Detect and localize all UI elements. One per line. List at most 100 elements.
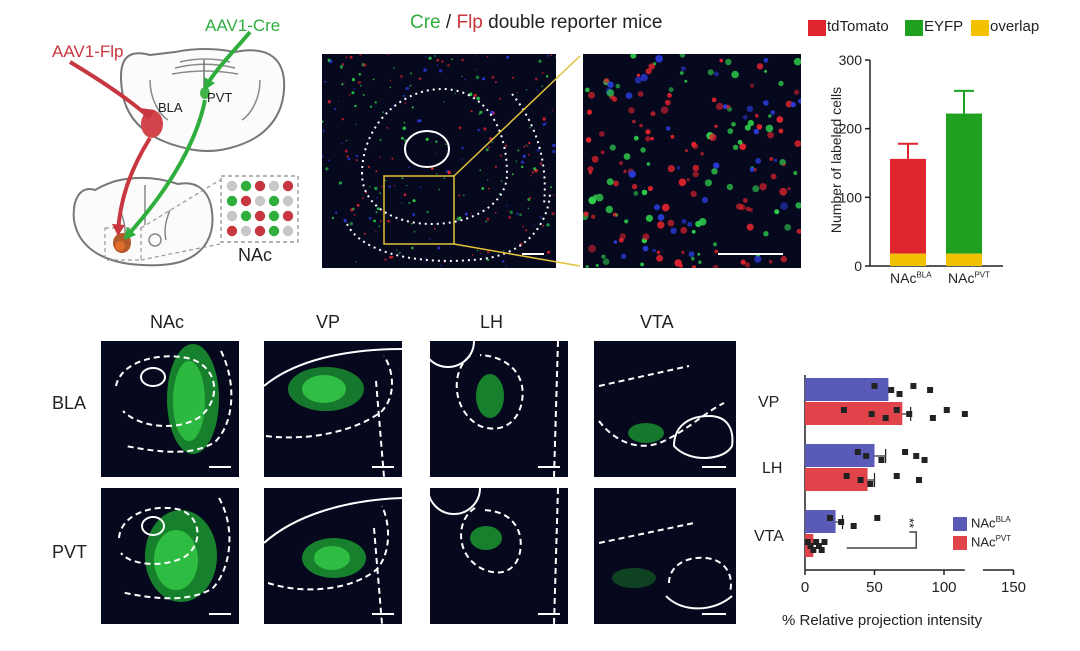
fluorescence-speck — [413, 230, 416, 233]
fluorescence-speck — [790, 101, 796, 108]
fluorescence-speck — [552, 150, 556, 154]
fluorescence-speck — [679, 71, 684, 75]
fluorescence-speck — [362, 197, 364, 200]
fluorescence-speck — [654, 204, 660, 211]
data-point — [874, 515, 881, 521]
fluorescence-speck — [349, 55, 353, 59]
projection-intensity-plot: 0 50 100 150 — [801, 375, 1026, 596]
fluorescence-speck — [737, 139, 743, 145]
fluorescence-speck — [742, 115, 748, 120]
fluorescence-speck — [506, 204, 508, 207]
bar-vta-bla — [805, 510, 836, 533]
fluorescence-speck — [430, 167, 434, 170]
data-point — [838, 519, 845, 525]
micrograph-bla-lh — [430, 341, 568, 477]
data-point — [840, 407, 847, 413]
fluorescence-speck — [533, 167, 537, 171]
fluorescence-speck — [613, 240, 618, 244]
fluorescence-speck — [411, 246, 414, 250]
fluorescence-speck — [331, 216, 335, 220]
fluorescence-speck — [327, 100, 331, 104]
fluorescence-speck — [425, 137, 429, 141]
fluorescence-speck — [536, 148, 540, 152]
fluorescence-speck — [642, 233, 650, 241]
fluorescence-speck — [369, 105, 373, 108]
fluorescence-speck — [523, 145, 526, 148]
fluorescence-speck — [674, 259, 682, 267]
fluorescence-speck — [793, 57, 801, 66]
fluorescence-speck — [642, 245, 649, 252]
fluorescence-speck — [639, 123, 643, 128]
fluorescence-speck — [542, 123, 546, 126]
fluorescence-speck — [531, 171, 535, 174]
fluorescence-speck — [553, 194, 555, 196]
fluorescence-speck — [353, 88, 356, 90]
cell-dot — [268, 195, 280, 207]
fluorescence-speck — [646, 162, 651, 166]
fluorescence-speck — [546, 54, 550, 57]
fluorescence-speck — [351, 78, 355, 82]
fluorescence-speck — [588, 170, 593, 175]
data-point — [910, 383, 917, 389]
fluorescence-speck — [365, 191, 368, 194]
fluorescence-speck — [485, 148, 489, 152]
fluorescence-speck — [756, 63, 764, 70]
fluorescence-speck — [525, 144, 527, 146]
fluorescence-speck — [746, 105, 754, 112]
fluorescence-speck — [681, 218, 687, 224]
zoom-lines — [453, 55, 581, 267]
fluorescence-speck — [486, 56, 489, 58]
fluorescence-speck — [630, 54, 637, 59]
fluorescence-speck — [426, 211, 429, 214]
fluorescence-speck — [667, 219, 675, 227]
data-point — [902, 449, 909, 455]
fluorescence-speck — [477, 128, 480, 132]
fluorescence-speck — [585, 137, 592, 143]
fluorescence-speck — [588, 244, 596, 253]
x-tick-label: 50 — [866, 579, 883, 596]
fluorescence-speck — [327, 159, 330, 162]
fluorescence-speck — [419, 186, 422, 189]
cell-dot — [254, 195, 266, 207]
bar-vp-bla — [805, 378, 889, 401]
projection-schematic: AAV1-Flp AAV1-Cre BLA PVT NAc — [0, 0, 310, 290]
fluorescence-speck — [436, 59, 440, 62]
fluorescence-speck — [376, 207, 380, 211]
fluorescence-speck — [481, 187, 485, 190]
fluorescence-speck — [488, 146, 490, 149]
fluorescence-speck — [704, 179, 712, 187]
fluorescence-speck — [668, 87, 674, 93]
fluorescence-speck — [667, 165, 675, 173]
fluorescence-speck — [410, 223, 413, 225]
fluorescence-speck — [725, 58, 732, 66]
aav1-cre-label: AAV1-Cre — [205, 16, 281, 35]
fluorescence-speck — [657, 221, 665, 229]
fluorescence-speck — [344, 149, 348, 153]
fluorescence-speck — [744, 262, 751, 268]
cell-dot — [282, 195, 294, 207]
legend-label-overlap: overlap — [990, 18, 1040, 35]
fluorescence-speck — [342, 63, 345, 66]
bar-overlap — [946, 253, 982, 266]
fluorescence-speck — [756, 124, 763, 130]
fluorescence-speck — [529, 126, 531, 129]
fluorescence-speck — [587, 166, 594, 173]
fluorescence-speck — [379, 192, 382, 195]
fluorescence-speck — [615, 83, 621, 89]
x-tick-label: 150 — [1001, 579, 1026, 596]
fluorescence-speck — [754, 255, 762, 263]
micrograph-bla-vp — [264, 341, 402, 477]
fluorescence-speck — [372, 78, 375, 81]
fluorescence-speck — [444, 143, 447, 145]
fluorescence-speck — [695, 220, 702, 228]
fluorescence-speck — [770, 173, 777, 180]
fluorescence-speck — [363, 232, 366, 235]
fluorescence-speck — [450, 58, 453, 61]
labeled-cells-chart: tdTomato EYFP overlap 0 100 200 300 Number of… — [808, 0, 1080, 300]
reporter-mice-title: Cre / Flp double reporter mice — [410, 12, 662, 34]
fluorescence-speck — [506, 55, 510, 59]
legend-swatch-overlap — [971, 20, 989, 36]
fluorescence-speck — [763, 57, 769, 63]
fluorescence-speck — [598, 131, 605, 137]
fluorescence-speck — [508, 215, 512, 219]
